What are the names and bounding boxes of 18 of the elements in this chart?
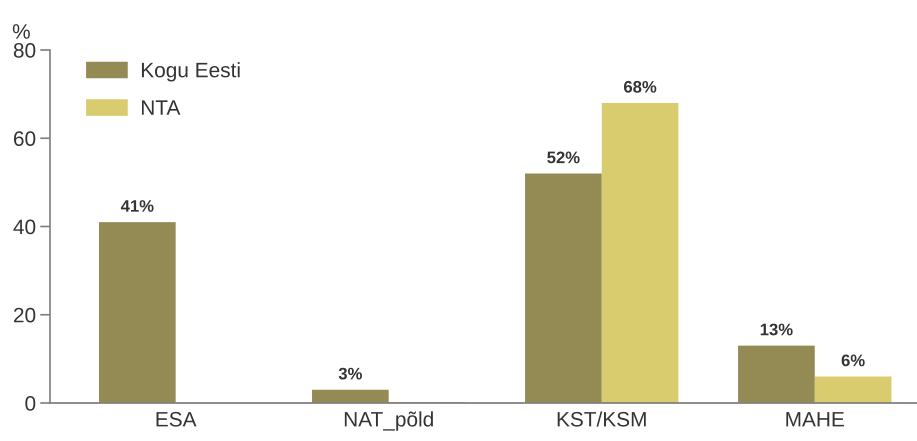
y-tick-label: 60 xyxy=(14,131,36,146)
y-tick-label: 20 xyxy=(14,308,36,323)
y-tick-label: 0 xyxy=(25,396,36,411)
data-label: 52% xyxy=(547,152,580,164)
legend-label: NTA xyxy=(142,100,180,115)
x-tick-label: ESA xyxy=(156,412,196,427)
data-label: 6% xyxy=(842,354,865,366)
y-tick-label: 80 xyxy=(14,43,36,58)
y-tick-label: 40 xyxy=(13,220,36,234)
x-tick-label: MAHE xyxy=(786,412,844,426)
data-label: 68% xyxy=(624,80,656,93)
data-label: 3% xyxy=(338,368,362,380)
data-label: 41% xyxy=(120,200,154,212)
legend-label: Kogu Eesti xyxy=(142,62,240,82)
data-label: 13% xyxy=(760,324,793,336)
x-tick-label: KST/KSM xyxy=(558,411,646,427)
x-tick-label: NAT_põld xyxy=(344,411,433,431)
y-axis-title: % xyxy=(12,24,30,39)
